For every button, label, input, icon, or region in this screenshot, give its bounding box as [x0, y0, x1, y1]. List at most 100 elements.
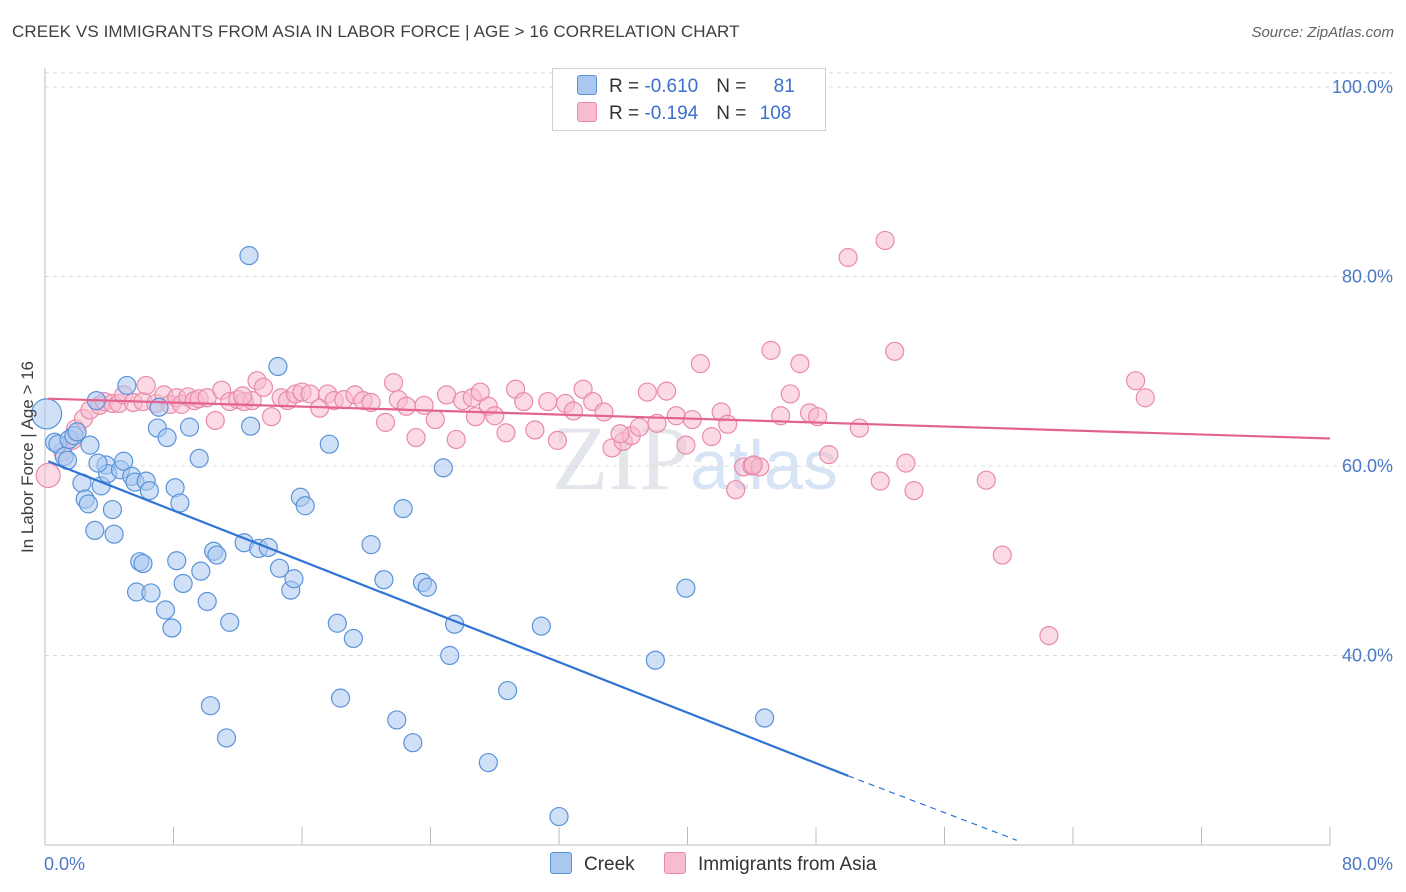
x-tick-label-max: 80.0% [1342, 854, 1393, 874]
creek-point [88, 453, 108, 473]
asia-point [676, 435, 696, 455]
asia-point [485, 406, 505, 426]
asia-point [547, 430, 567, 450]
asia-point [761, 340, 781, 360]
creek-point [167, 551, 187, 571]
gridlines [45, 72, 1392, 656]
creek-point [197, 591, 217, 612]
asia-point [496, 423, 516, 443]
creek-trend-line [47, 460, 849, 777]
creek-point [189, 448, 209, 468]
asia-point [718, 414, 738, 434]
creek-point [645, 650, 665, 670]
creek-point [31, 398, 63, 430]
creek-point [417, 577, 437, 597]
asia-point [637, 382, 657, 402]
asia-point [446, 429, 466, 450]
legend-swatch-asia [577, 102, 597, 122]
creek-point [403, 733, 423, 753]
legend-swatch-creek [577, 75, 597, 95]
creek-point [330, 688, 351, 708]
legend-n-value: 81 [773, 76, 795, 97]
legend-n-label: N = [716, 103, 752, 124]
creek-point [207, 545, 227, 565]
asia-point [406, 427, 426, 448]
creek-point [269, 558, 290, 578]
creek-point [268, 356, 288, 377]
y-tick-label: 100.0% [1332, 77, 1393, 97]
legend-r-value: -0.610 [644, 76, 699, 97]
x-tick-label-min: 0.0% [44, 854, 85, 874]
x-ticks [44, 827, 1331, 845]
creek-point [433, 458, 453, 478]
asia-point [790, 354, 810, 374]
asia-point [610, 424, 630, 444]
creek-point [85, 520, 105, 541]
asia-point [396, 396, 417, 416]
creek-point [549, 806, 569, 827]
creek-point [531, 616, 551, 636]
creek-point [343, 628, 363, 649]
bottom-legend-swatch-asia [664, 852, 686, 874]
asia-point [849, 418, 869, 438]
legend-n-label: N = [716, 76, 752, 97]
asia-point [594, 402, 614, 422]
asia-point [885, 341, 905, 361]
legend-r-value: -0.194 [644, 103, 699, 124]
asia-point [261, 407, 282, 427]
asia-point [375, 412, 396, 432]
asia-point [35, 462, 61, 489]
creek-point [319, 434, 339, 454]
creek-point [102, 499, 123, 520]
creek-point [179, 417, 200, 437]
creek-point [133, 553, 153, 574]
y-tick-label: 60.0% [1342, 456, 1393, 476]
legend-r-label: R = [609, 76, 645, 97]
creek-point [393, 499, 413, 519]
creek-point [361, 535, 381, 555]
asia-point [1135, 388, 1155, 408]
creek-point [173, 573, 193, 594]
asia-point [870, 471, 890, 491]
watermark-zip: ZIP [552, 407, 690, 509]
creek-point [114, 451, 134, 471]
creek-point [139, 481, 160, 501]
asia-point [1126, 371, 1146, 391]
creek-point [104, 524, 124, 544]
bottom-legend-asia: Immigrants from Asia [664, 852, 876, 876]
asia-point [514, 391, 534, 412]
bottom-legend-swatch-creek [550, 852, 572, 874]
asia-point [808, 407, 828, 427]
legend-n-value: 108 [759, 103, 792, 124]
source-credit: Source: ZipAtlas.com [1251, 24, 1394, 41]
asia-point [819, 445, 839, 465]
asia-point [743, 455, 763, 475]
legend-r-label: R = [609, 103, 645, 124]
creek-point [498, 680, 518, 701]
creek-point [327, 613, 347, 633]
creek-point [117, 375, 137, 396]
creek-trend-extension [847, 775, 1017, 841]
creek-point [478, 752, 498, 773]
asia-point [383, 372, 404, 393]
asia-point [629, 417, 649, 437]
creek-point [374, 570, 394, 590]
trend-lines [47, 397, 1331, 841]
creek-point [676, 578, 696, 598]
asia-point [538, 391, 558, 412]
creek-point [295, 496, 315, 516]
asia-point [690, 354, 710, 374]
creek-point [754, 708, 775, 728]
stats-legend: R = -0.610 N = 81 R = -0.194 N = 108 [552, 68, 826, 131]
creek-point [241, 416, 261, 436]
chart-title: CREEK VS IMMIGRANTS FROM ASIA IN LABOR F… [12, 22, 740, 41]
y-tick-label: 80.0% [1342, 266, 1393, 286]
legend-row-asia: R = -0.194 N = 108 [577, 102, 791, 128]
asia-point [838, 247, 858, 268]
asia-point [436, 385, 457, 405]
creek-point [67, 422, 87, 442]
creek-point [200, 696, 221, 716]
creek-point [80, 435, 100, 455]
asia-point [780, 384, 800, 404]
